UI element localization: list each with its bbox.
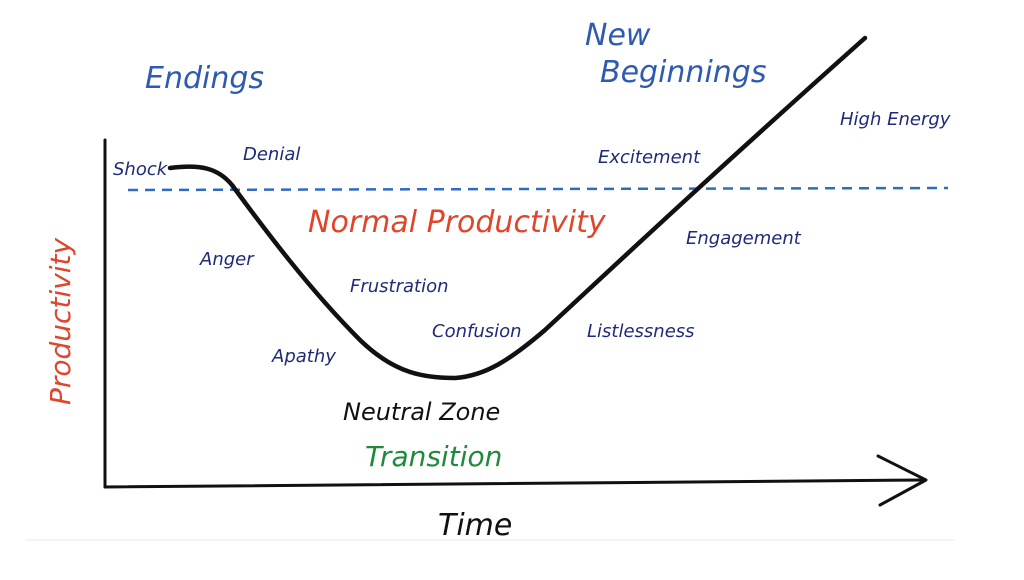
x-axis-label: Time	[438, 508, 512, 543]
emotion-apathy: Apathy	[271, 346, 336, 367]
productivity-curve	[167, 35, 868, 381]
transition-label: Transition	[365, 440, 502, 473]
endings-label: Endings	[145, 61, 264, 96]
axes	[103, 138, 928, 507]
normal-productivity-label: Normal Productivity	[308, 205, 607, 240]
x-axis-line	[103, 478, 927, 489]
emotion-listlessness: Listlessness	[587, 321, 695, 342]
new-beginnings-label-line1: New	[585, 18, 651, 53]
emotion-confusion: Confusion	[432, 321, 522, 342]
x-axis-arrowhead	[876, 454, 928, 507]
emotion-high-energy: High Energy	[840, 109, 951, 130]
new-beginnings-label-line2: Beginnings	[600, 55, 766, 90]
emotion-shock: Shock	[113, 159, 169, 180]
emotion-excitement: Excitement	[598, 147, 701, 168]
emotion-anger: Anger	[199, 249, 255, 270]
emotion-frustration: Frustration	[350, 276, 449, 297]
neutral-zone-label: Neutral Zone	[343, 398, 500, 426]
normal-productivity-dashed-line	[127, 186, 949, 192]
emotion-denial: Denial	[243, 144, 300, 165]
y-axis-label: Productivity	[44, 237, 77, 405]
emotion-engagement: Engagement	[686, 228, 802, 249]
